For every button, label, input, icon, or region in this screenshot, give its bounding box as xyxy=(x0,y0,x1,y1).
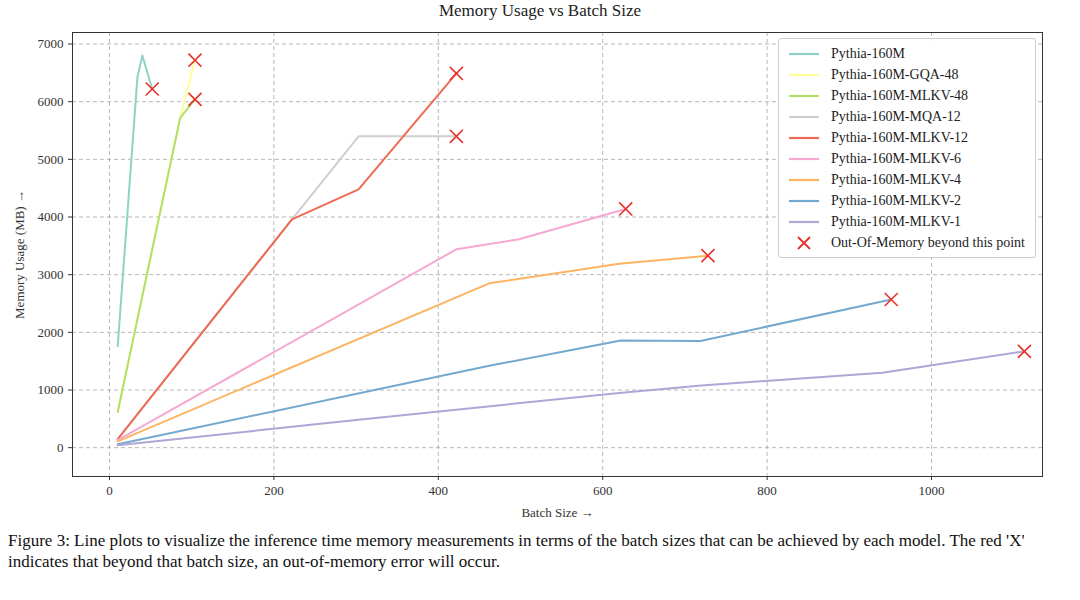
html-text:Pythia-160M-MLKV-6: Pythia-160M-MLKV-6 xyxy=(831,150,962,166)
svg-text:0: 0 xyxy=(57,440,64,455)
html-text:Memory Usage vs Batch Size: Memory Usage vs Batch Size xyxy=(439,1,641,20)
svg-text:1000: 1000 xyxy=(919,483,945,498)
svg-text:3000: 3000 xyxy=(38,267,64,282)
svg-text:5000: 5000 xyxy=(38,152,64,167)
svg-text:800: 800 xyxy=(757,483,777,498)
svg-text:7000: 7000 xyxy=(38,36,64,51)
svg-text:2000: 2000 xyxy=(38,325,64,340)
svg-text:200: 200 xyxy=(264,483,284,498)
html-text:Figure 3: Line plots to visual: Figure 3: Line plots to visualize the in… xyxy=(8,531,1025,571)
html-text:Out-Of-Memory beyond this poin: Out-Of-Memory beyond this point xyxy=(831,234,1025,250)
html-text:Pythia-160M-MLKV-4: Pythia-160M-MLKV-4 xyxy=(831,171,962,187)
svg-text:0: 0 xyxy=(106,483,113,498)
html-text:Pythia-160M-MLKV-1: Pythia-160M-MLKV-1 xyxy=(831,213,962,229)
svg-text:6000: 6000 xyxy=(38,94,64,109)
svg-text:600: 600 xyxy=(593,483,613,498)
svg-text:Memory Usage (MB) →: Memory Usage (MB) → xyxy=(12,190,27,319)
html-text:Pythia-160M: Pythia-160M xyxy=(831,45,905,61)
html-text:Pythia-160M-MQA-12: Pythia-160M-MQA-12 xyxy=(831,108,961,124)
html-text:Pythia-160M-MLKV-12: Pythia-160M-MLKV-12 xyxy=(831,129,969,145)
svg-text:Batch Size →: Batch Size → xyxy=(521,505,593,520)
html-text:Pythia-160M-MLKV-2: Pythia-160M-MLKV-2 xyxy=(831,192,962,208)
svg-text:1000: 1000 xyxy=(38,382,64,397)
svg-text:400: 400 xyxy=(429,483,449,498)
html-text:Pythia-160M-MLKV-48: Pythia-160M-MLKV-48 xyxy=(831,87,969,103)
html-text:Pythia-160M-GQA-48: Pythia-160M-GQA-48 xyxy=(831,66,959,82)
svg-text:4000: 4000 xyxy=(38,209,64,224)
